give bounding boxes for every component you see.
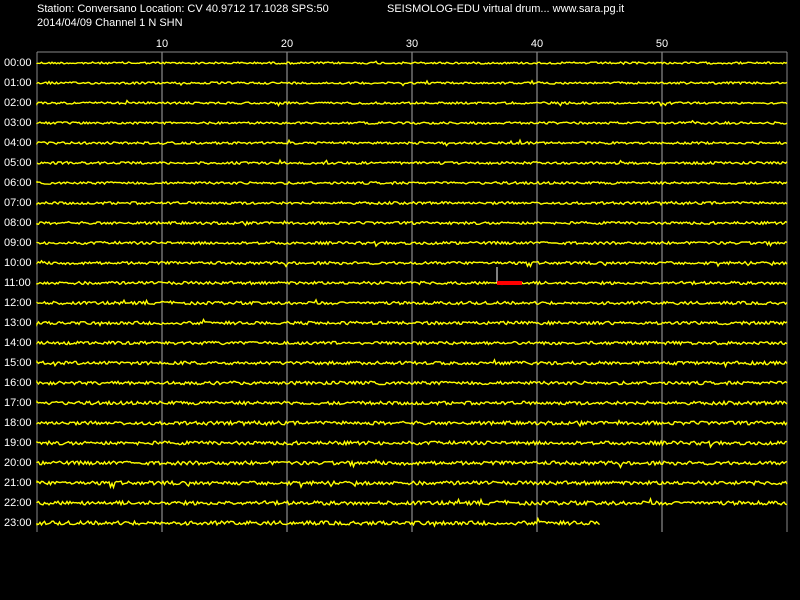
hour-label: 09:00 <box>4 237 32 249</box>
seismic-trace <box>36 479 788 490</box>
seismic-trace <box>36 99 788 108</box>
seismic-trace <box>36 200 788 207</box>
hour-label: 12:00 <box>4 297 32 309</box>
hour-label: 22:00 <box>4 497 32 509</box>
hour-label: 17:00 <box>4 397 32 409</box>
seismic-trace <box>36 379 788 387</box>
hour-label: 16:00 <box>4 377 32 389</box>
app-title: SEISMOLOG-EDU virtual drum... www.sara.p… <box>387 3 624 15</box>
hour-label: 10:00 <box>4 257 32 269</box>
minute-tick-label: 40 <box>531 38 543 50</box>
seismic-trace <box>36 60 788 66</box>
seismic-trace <box>36 240 788 248</box>
hour-label: 04:00 <box>4 137 32 149</box>
hour-label: 05:00 <box>4 157 32 169</box>
hour-label: 19:00 <box>4 437 32 449</box>
date-channel: 2014/04/09 Channel 1 N SHN <box>37 17 183 29</box>
seismic-trace <box>36 318 788 327</box>
hour-label: 02:00 <box>4 97 32 109</box>
hour-label: 13:00 <box>4 317 32 329</box>
seismic-trace <box>36 138 788 147</box>
seismic-trace <box>36 419 788 428</box>
hour-label: 03:00 <box>4 117 32 129</box>
hour-label: 07:00 <box>4 197 32 209</box>
seismic-trace <box>36 399 788 407</box>
hour-label: 08:00 <box>4 217 32 229</box>
minute-tick-label: 30 <box>406 38 418 50</box>
seismic-trace <box>36 516 600 528</box>
grid <box>161 52 663 532</box>
hour-label: 01:00 <box>4 77 32 89</box>
minute-tick-label: 20 <box>281 38 293 50</box>
seismic-trace <box>36 158 788 166</box>
seismic-trace <box>36 298 788 306</box>
hour-label: 20:00 <box>4 457 32 469</box>
seismic-trace <box>36 79 788 87</box>
station-info: Station: Conversano Location: CV 40.9712… <box>37 3 329 15</box>
hour-label: 21:00 <box>4 477 32 489</box>
hour-label: 11:00 <box>4 277 31 289</box>
hour-label: 06:00 <box>4 177 32 189</box>
seismic-trace <box>36 119 788 126</box>
minute-tick-label: 10 <box>156 38 168 50</box>
seismic-trace <box>36 439 788 449</box>
seismic-trace <box>36 340 788 346</box>
hour-label: 15:00 <box>4 357 32 369</box>
hour-label: 00:00 <box>4 57 32 69</box>
minute-tick-label: 50 <box>656 38 668 50</box>
seismic-trace <box>36 220 788 227</box>
hour-label: 14:00 <box>4 337 32 349</box>
seismic-trace <box>36 280 788 286</box>
seismic-trace <box>36 259 788 268</box>
seismic-trace <box>36 180 788 186</box>
seismic-trace <box>36 458 788 470</box>
traces <box>36 60 788 528</box>
seismic-trace <box>36 358 788 369</box>
hour-label: 23:00 <box>4 517 32 529</box>
hour-label: 18:00 <box>4 417 32 429</box>
seismic-trace <box>36 496 788 507</box>
event-marker <box>497 281 522 285</box>
